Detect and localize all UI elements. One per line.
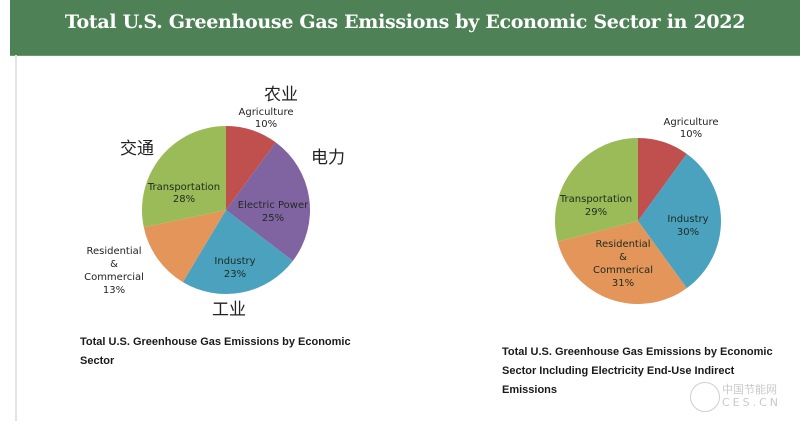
label-agriculture: Agriculture — [239, 107, 294, 118]
title-banner: Total U.S. Greenhouse Gas Emissions by E… — [10, 0, 800, 56]
label-transportation-r-pct: 29% — [585, 207, 607, 218]
right-chart-caption: Total U.S. Greenhouse Gas Emissions by E… — [502, 343, 782, 400]
label-transportation-pct: 28% — [173, 194, 195, 205]
pie-slice-agriculture — [226, 126, 276, 210]
label-transportation: Transportation — [147, 182, 220, 193]
watermark-logo-icon — [690, 382, 720, 412]
caption-line: Total U.S. Greenhouse Gas Emissions by E… — [80, 336, 351, 348]
label-cn-industry: 工业 — [212, 300, 246, 320]
label-commercial: Commercial — [84, 272, 144, 283]
label-residential-r-amp: & — [619, 252, 627, 263]
label-agriculture-r: Agriculture — [664, 117, 719, 128]
left-chart-caption: Total U.S. Greenhouse Gas Emissions by E… — [80, 333, 360, 371]
label-industry-r: Industry — [667, 214, 708, 225]
pie-slice-industry — [182, 210, 293, 294]
caption-line: Sector — [80, 355, 115, 367]
pie-slice-transportation — [141, 126, 226, 228]
caption-line: Total U.S. Greenhouse Gas Emissions by E… — [502, 346, 773, 358]
label-electric-power: Electric Power — [238, 200, 309, 211]
label-commerical-r: Commerical — [593, 265, 653, 276]
label-cn-electric-power: 电力 — [311, 148, 345, 168]
label-residential-pct: 13% — [103, 285, 125, 296]
label-residential: Residential — [86, 246, 141, 257]
pie-slice-industry — [638, 153, 722, 289]
pie-slice-residential-commercial — [143, 210, 226, 283]
label-electric-power-pct: 25% — [262, 213, 284, 224]
label-residential-amp: & — [110, 259, 118, 270]
caption-line: Emissions — [502, 384, 558, 396]
watermark-text: 中国节能网 — [722, 383, 777, 396]
page-title: Total U.S. Greenhouse Gas Emissions by E… — [64, 11, 746, 33]
left-pie-chart — [141, 126, 310, 294]
pie-slice-electric-power — [226, 142, 310, 261]
label-residential-r: Residential — [595, 239, 650, 250]
label-industry: Industry — [214, 256, 255, 267]
right-pie-chart — [555, 138, 722, 305]
caption-line: Sector Including Electricity End-Use Ind… — [502, 365, 735, 377]
label-industry-r-pct: 30% — [677, 227, 699, 238]
label-industry-pct: 23% — [224, 269, 246, 280]
label-cn-agriculture: 农业 — [264, 85, 298, 105]
pie-slice-residential-commercial — [557, 221, 687, 305]
label-agriculture-r-pct: 10% — [680, 129, 702, 140]
label-residential-r-pct: 31% — [612, 278, 634, 289]
label-cn-transportation: 交通 — [120, 139, 154, 159]
pie-slice-agriculture — [638, 138, 687, 221]
left-border-rule — [15, 55, 17, 421]
label-agriculture-pct: 10% — [255, 119, 277, 130]
watermark-domain: CES.CN — [722, 396, 782, 409]
watermark: 中国节能网 CES.CN — [722, 383, 781, 409]
label-transportation-r: Transportation — [559, 194, 632, 205]
pie-slice-transportation — [555, 138, 638, 242]
